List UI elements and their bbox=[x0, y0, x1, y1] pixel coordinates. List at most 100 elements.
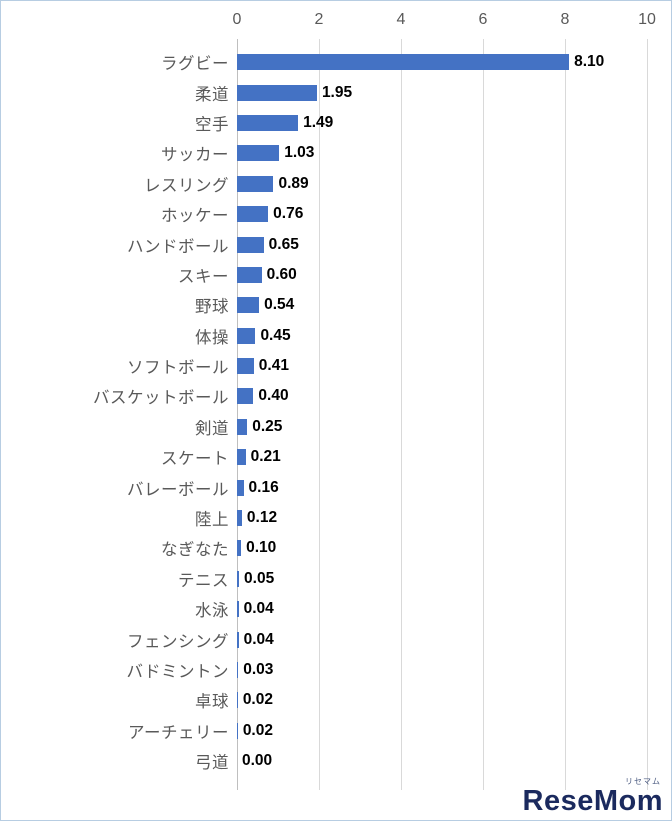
category-label: 卓球 bbox=[195, 693, 229, 712]
category-label: 陸上 bbox=[195, 511, 229, 530]
bar-value-label: 0.05 bbox=[244, 569, 275, 587]
category-label: 水泳 bbox=[195, 602, 229, 621]
chart-row: バドミントン 0.03 bbox=[1, 655, 671, 685]
logo-subtext: リセマム bbox=[625, 777, 661, 786]
category-label: バレーボール bbox=[127, 480, 229, 499]
chart-row: 弓道 0.00 bbox=[1, 746, 671, 776]
bar-track: 0.02 bbox=[237, 716, 671, 746]
x-axis-tick: 0 bbox=[232, 11, 242, 28]
bar bbox=[237, 266, 262, 283]
bar bbox=[237, 540, 242, 557]
bar-track: 0.65 bbox=[237, 229, 671, 259]
bar bbox=[237, 175, 274, 192]
bar-value-label: 0.89 bbox=[278, 174, 309, 192]
bar-value-label: 0.04 bbox=[243, 630, 274, 648]
chart-row: バレーボール 0.16 bbox=[1, 472, 671, 502]
category-label: サッカー bbox=[161, 146, 229, 165]
bar-track: 0.40 bbox=[237, 381, 671, 411]
category-label: レスリング bbox=[144, 176, 229, 195]
bar-track: 1.95 bbox=[237, 77, 671, 107]
bar-value-label: 1.95 bbox=[321, 83, 353, 101]
chart-row: なぎなた 0.10 bbox=[1, 533, 671, 563]
category-label: テニス bbox=[178, 571, 229, 590]
bar bbox=[237, 327, 256, 344]
bar-track: 1.49 bbox=[237, 108, 671, 138]
bar-value-label: 0.21 bbox=[250, 448, 281, 466]
chart-rows: ラグビー 8.10 柔道 1.95 空手 1.49 サッカー 1.03 レスリング 0.89 ホッケ… bbox=[1, 47, 671, 776]
category-label: 野球 bbox=[195, 298, 229, 317]
bar-value-label: 0.41 bbox=[258, 357, 289, 375]
category-label: 弓道 bbox=[195, 754, 229, 773]
bar bbox=[237, 692, 238, 709]
bar-value-label: 0.00 bbox=[242, 752, 273, 770]
category-label: ソフトボール bbox=[127, 359, 229, 378]
category-label: 体操 bbox=[195, 328, 229, 347]
category-label: バドミントン bbox=[126, 663, 229, 681]
bar-value-label: 0.40 bbox=[258, 387, 289, 405]
category-label: アーチェリー bbox=[127, 723, 229, 742]
bar-track: 0.25 bbox=[237, 412, 671, 442]
chart-row: サッカー 1.03 bbox=[1, 138, 671, 168]
bar bbox=[237, 236, 264, 253]
bar-track: 0.89 bbox=[237, 169, 671, 199]
chart-row: 体操 0.45 bbox=[1, 321, 671, 351]
category-label: 空手 bbox=[195, 115, 229, 134]
bar-track: 0.16 bbox=[237, 472, 671, 502]
bar bbox=[237, 114, 299, 131]
bar bbox=[237, 449, 246, 466]
category-label: 剣道 bbox=[195, 419, 229, 438]
bar-value-label: 0.03 bbox=[243, 661, 274, 678]
bar-value-label: 8.10 bbox=[574, 53, 605, 71]
bar-track: 0.05 bbox=[237, 564, 671, 594]
chart-row: スキー 0.60 bbox=[1, 260, 671, 290]
bar-value-label: 0.45 bbox=[260, 326, 291, 344]
chart-row: ソフトボール 0.41 bbox=[1, 351, 671, 381]
bar bbox=[237, 54, 570, 71]
chart-row: 陸上 0.12 bbox=[1, 503, 671, 533]
bar bbox=[237, 297, 260, 314]
category-label: スケート bbox=[161, 450, 229, 469]
bar-track: 1.03 bbox=[237, 138, 671, 168]
bar-value-label: 0.02 bbox=[242, 691, 273, 709]
bar-value-label: 0.60 bbox=[266, 265, 297, 283]
x-axis-tick: 8 bbox=[560, 11, 570, 28]
x-axis-tick: 10 bbox=[638, 11, 656, 28]
bar-value-label: 0.10 bbox=[246, 539, 277, 557]
chart-row: 卓球 0.02 bbox=[1, 685, 671, 715]
bar bbox=[237, 510, 242, 527]
bar bbox=[237, 662, 239, 678]
x-axis-tick: 2 bbox=[314, 11, 324, 28]
bar-track: 0.03 bbox=[237, 655, 671, 685]
bar bbox=[237, 84, 317, 101]
chart-row: アーチェリー 0.02 bbox=[1, 716, 671, 746]
bar bbox=[237, 418, 248, 435]
bar-track: 0.21 bbox=[237, 442, 671, 472]
bar bbox=[237, 570, 240, 587]
chart-row: ラグビー 8.10 bbox=[1, 47, 671, 77]
gridline bbox=[565, 39, 566, 790]
bar bbox=[237, 601, 239, 618]
gridline bbox=[401, 39, 402, 790]
chart-row: ハンドボール 0.65 bbox=[1, 229, 671, 259]
bar-track: 0.54 bbox=[237, 290, 671, 320]
bar-value-label: 0.12 bbox=[246, 509, 278, 527]
chart-row: スケート 0.21 bbox=[1, 442, 671, 472]
category-label: なぎなた bbox=[161, 541, 229, 560]
x-axis-tick: 4 bbox=[396, 11, 406, 28]
chart-row: バスケットボール 0.40 bbox=[1, 381, 671, 411]
bar-value-label: 0.76 bbox=[273, 205, 304, 223]
category-label: スキー bbox=[178, 267, 229, 286]
bar bbox=[237, 388, 254, 405]
bar-track: 0.10 bbox=[237, 533, 671, 563]
chart-row: テニス 0.05 bbox=[1, 564, 671, 594]
chart-row: レスリング 0.89 bbox=[1, 169, 671, 199]
category-label: ラグビー bbox=[161, 55, 229, 74]
bar-track: 0.00 bbox=[237, 746, 671, 776]
bar-value-label: 0.04 bbox=[243, 600, 274, 618]
x-axis-tick: 6 bbox=[478, 11, 488, 28]
bar bbox=[237, 631, 239, 648]
resemom-logo: リセマム ReseMom bbox=[523, 778, 664, 816]
gridline bbox=[483, 39, 484, 790]
